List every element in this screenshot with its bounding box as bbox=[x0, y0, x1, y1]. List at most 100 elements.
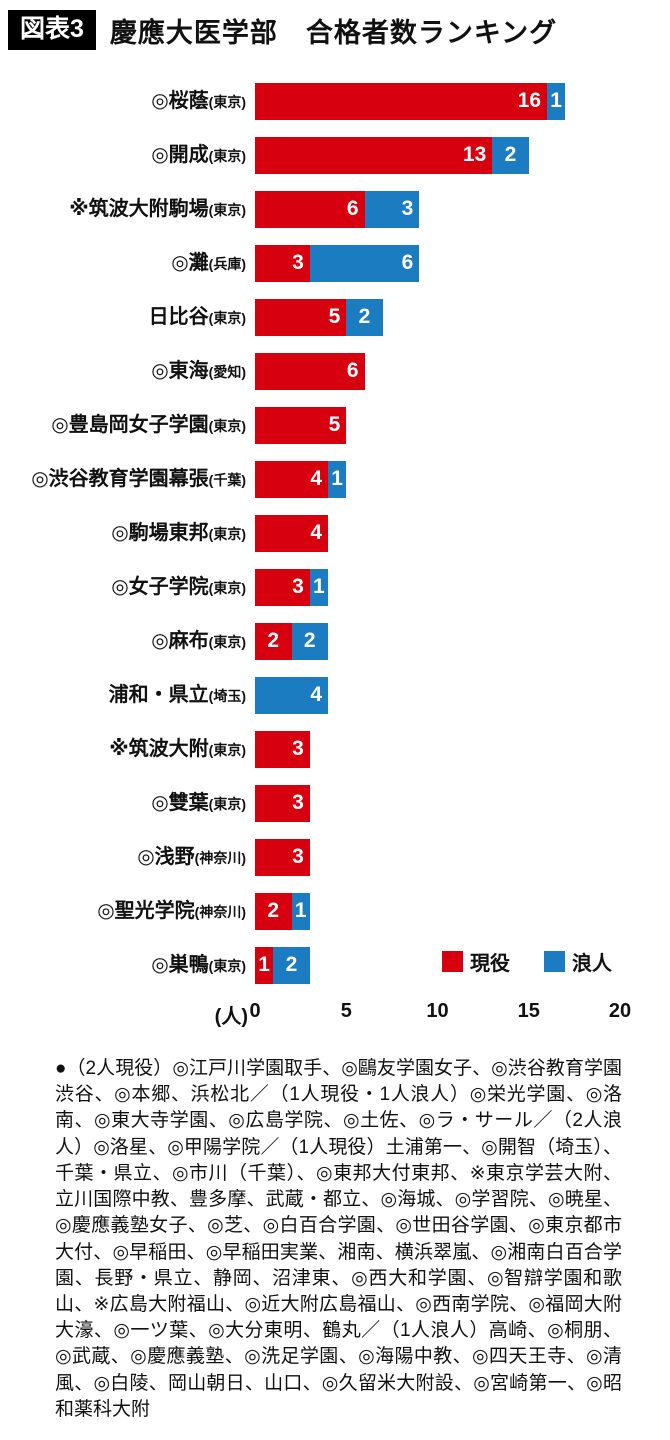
school-label: ◎浅野(神奈川) bbox=[0, 845, 255, 868]
school-label: ◎巣鴨(東京) bbox=[0, 953, 255, 976]
chart-row: ◎灘(兵庫) 3 6 bbox=[0, 236, 670, 290]
bar-value-label: 3 bbox=[292, 845, 304, 868]
school-location: (東京) bbox=[208, 741, 246, 758]
school-location: (東京) bbox=[208, 147, 246, 164]
school-name: ◎開成 bbox=[151, 143, 209, 166]
bar-value-label: 4 bbox=[310, 521, 322, 544]
axis-tick: 20 bbox=[608, 1000, 632, 1022]
bar-area: 16 1 bbox=[255, 82, 620, 120]
bar-segment-ronin: 3 bbox=[364, 190, 420, 228]
school-name: ◎雙葉 bbox=[151, 791, 209, 814]
chart-row: ※筑波大附(東京) 3 bbox=[0, 722, 670, 776]
school-label: ◎駒場東邦(東京) bbox=[0, 521, 255, 544]
bar-rows: ◎桜蔭(東京) 16 1 ◎開成(東京) 13 2 ※筑波大附駒場(東京) 6 3 ◎灘(兵庫) 3… bbox=[0, 74, 670, 992]
chart-row: ◎東海(愛知) 6 bbox=[0, 344, 670, 398]
bar-value-label: 3 bbox=[292, 251, 304, 274]
school-location: (東京) bbox=[208, 417, 246, 434]
school-label: 日比谷(東京) bbox=[0, 306, 255, 328]
chart-row: ◎豊島岡女子学園(東京) 5 bbox=[0, 398, 670, 452]
axis-tick: 15 bbox=[517, 1000, 540, 1022]
bar-area: 4 bbox=[255, 514, 620, 552]
bar-area: 5 bbox=[255, 406, 620, 444]
bar-value-label: 6 bbox=[346, 197, 359, 220]
chart-row: 日比谷(東京) 5 2 bbox=[0, 290, 670, 344]
school-label: ◎豊島岡女子学園(東京) bbox=[0, 413, 255, 436]
legend-label: 浪人 bbox=[572, 953, 612, 975]
chart-row: ◎聖光学院(神奈川) 2 1 bbox=[0, 884, 670, 938]
legend-label: 現役 bbox=[470, 953, 510, 975]
bar-segment-ronin: 2 bbox=[346, 298, 383, 336]
bar-value-label: 16 bbox=[517, 89, 541, 112]
school-location: (東京) bbox=[208, 309, 246, 326]
chart-legend: 現役 浪人 bbox=[442, 947, 612, 976]
page-title: 慶應大医学部 合格者数ランキング bbox=[109, 17, 558, 48]
school-name: ◎浅野 bbox=[137, 845, 195, 868]
school-location: (東京) bbox=[208, 795, 246, 812]
school-label: ◎女子学院(東京) bbox=[0, 576, 255, 598]
school-location: (東京) bbox=[208, 957, 246, 974]
chart-row: ◎雙葉(東京) 3 bbox=[0, 776, 670, 830]
school-name: ◎駒場東邦 bbox=[111, 521, 209, 544]
bar-value-label: 5 bbox=[328, 305, 341, 328]
bar-value-label: 2 bbox=[267, 899, 280, 922]
bar-value-label: 4 bbox=[310, 467, 322, 490]
bar-segment-ronin: 1 bbox=[291, 892, 310, 930]
axis-tick: 0 bbox=[249, 1000, 261, 1022]
bar-value-label: 1 bbox=[313, 575, 325, 598]
bar-segment-current: 16 bbox=[255, 82, 547, 120]
bar-segment-current: 5 bbox=[255, 406, 347, 444]
bar-segment-ronin: 6 bbox=[309, 244, 420, 282]
school-location: (東京) bbox=[208, 579, 246, 596]
bar-value-label: 2 bbox=[504, 143, 517, 166]
bar-segment-ronin: 1 bbox=[547, 82, 566, 120]
bar-value-label: 1 bbox=[550, 89, 562, 112]
bar-segment-current: 13 bbox=[255, 136, 493, 174]
bar-segment-current: 4 bbox=[255, 460, 328, 498]
bar-value-label: 2 bbox=[285, 953, 298, 976]
school-label: ◎桜蔭(東京) bbox=[0, 89, 255, 112]
school-name: ※筑波大附 bbox=[109, 737, 209, 760]
bar-chart: ◎桜蔭(東京) 16 1 ◎開成(東京) 13 2 ※筑波大附駒場(東京) 6 3 ◎灘(兵庫) 3… bbox=[0, 74, 670, 1028]
legend-item-ronin: 浪人 bbox=[544, 947, 612, 976]
school-name: 浦和・県立 bbox=[108, 683, 209, 706]
school-label: ※筑波大附(東京) bbox=[0, 737, 255, 760]
bar-segment-current: 3 bbox=[255, 838, 310, 876]
bar-value-label: 3 bbox=[401, 197, 414, 220]
school-location: (愛知) bbox=[208, 363, 246, 380]
chart-row: ◎浅野(神奈川) 3 bbox=[0, 830, 670, 884]
school-name: ◎豊島岡女子学園 bbox=[51, 413, 209, 436]
school-label: ◎雙葉(東京) bbox=[0, 791, 255, 814]
school-name: ◎桜蔭 bbox=[151, 89, 209, 112]
school-name: ◎東海 bbox=[151, 359, 209, 382]
school-label: ◎聖光学院(神奈川) bbox=[0, 899, 255, 922]
bar-segment-current: 3 bbox=[255, 568, 310, 606]
legend-swatch bbox=[544, 951, 565, 972]
bar-segment-ronin: 2 bbox=[273, 946, 310, 984]
chart-row: ◎開成(東京) 13 2 bbox=[0, 128, 670, 182]
bar-value-label: 3 bbox=[292, 791, 304, 814]
chart-row: ※筑波大附駒場(東京) 6 3 bbox=[0, 182, 670, 236]
axis-tick: 5 bbox=[340, 1000, 352, 1022]
bar-area: 13 2 bbox=[255, 136, 620, 174]
school-location: (千葉) bbox=[208, 471, 246, 488]
school-label: ◎麻布(東京) bbox=[0, 630, 255, 652]
chart-row: ◎麻布(東京) 2 2 bbox=[0, 614, 670, 668]
bar-value-label: 2 bbox=[303, 629, 316, 652]
bar-segment-current: 6 bbox=[255, 190, 365, 228]
bar-segment-current: 6 bbox=[255, 352, 365, 390]
school-label: ◎灘(兵庫) bbox=[0, 251, 255, 274]
school-name: ◎灘 bbox=[171, 251, 209, 274]
school-label: ◎開成(東京) bbox=[0, 143, 255, 166]
school-location: (兵庫) bbox=[208, 255, 246, 272]
school-label: ※筑波大附駒場(東京) bbox=[0, 198, 255, 220]
school-name: ◎聖光学院 bbox=[97, 899, 195, 922]
bar-area: 3 bbox=[255, 730, 620, 768]
school-name: ◎巣鴨 bbox=[151, 953, 209, 976]
chart-row: ◎駒場東邦(東京) 4 bbox=[0, 506, 670, 560]
